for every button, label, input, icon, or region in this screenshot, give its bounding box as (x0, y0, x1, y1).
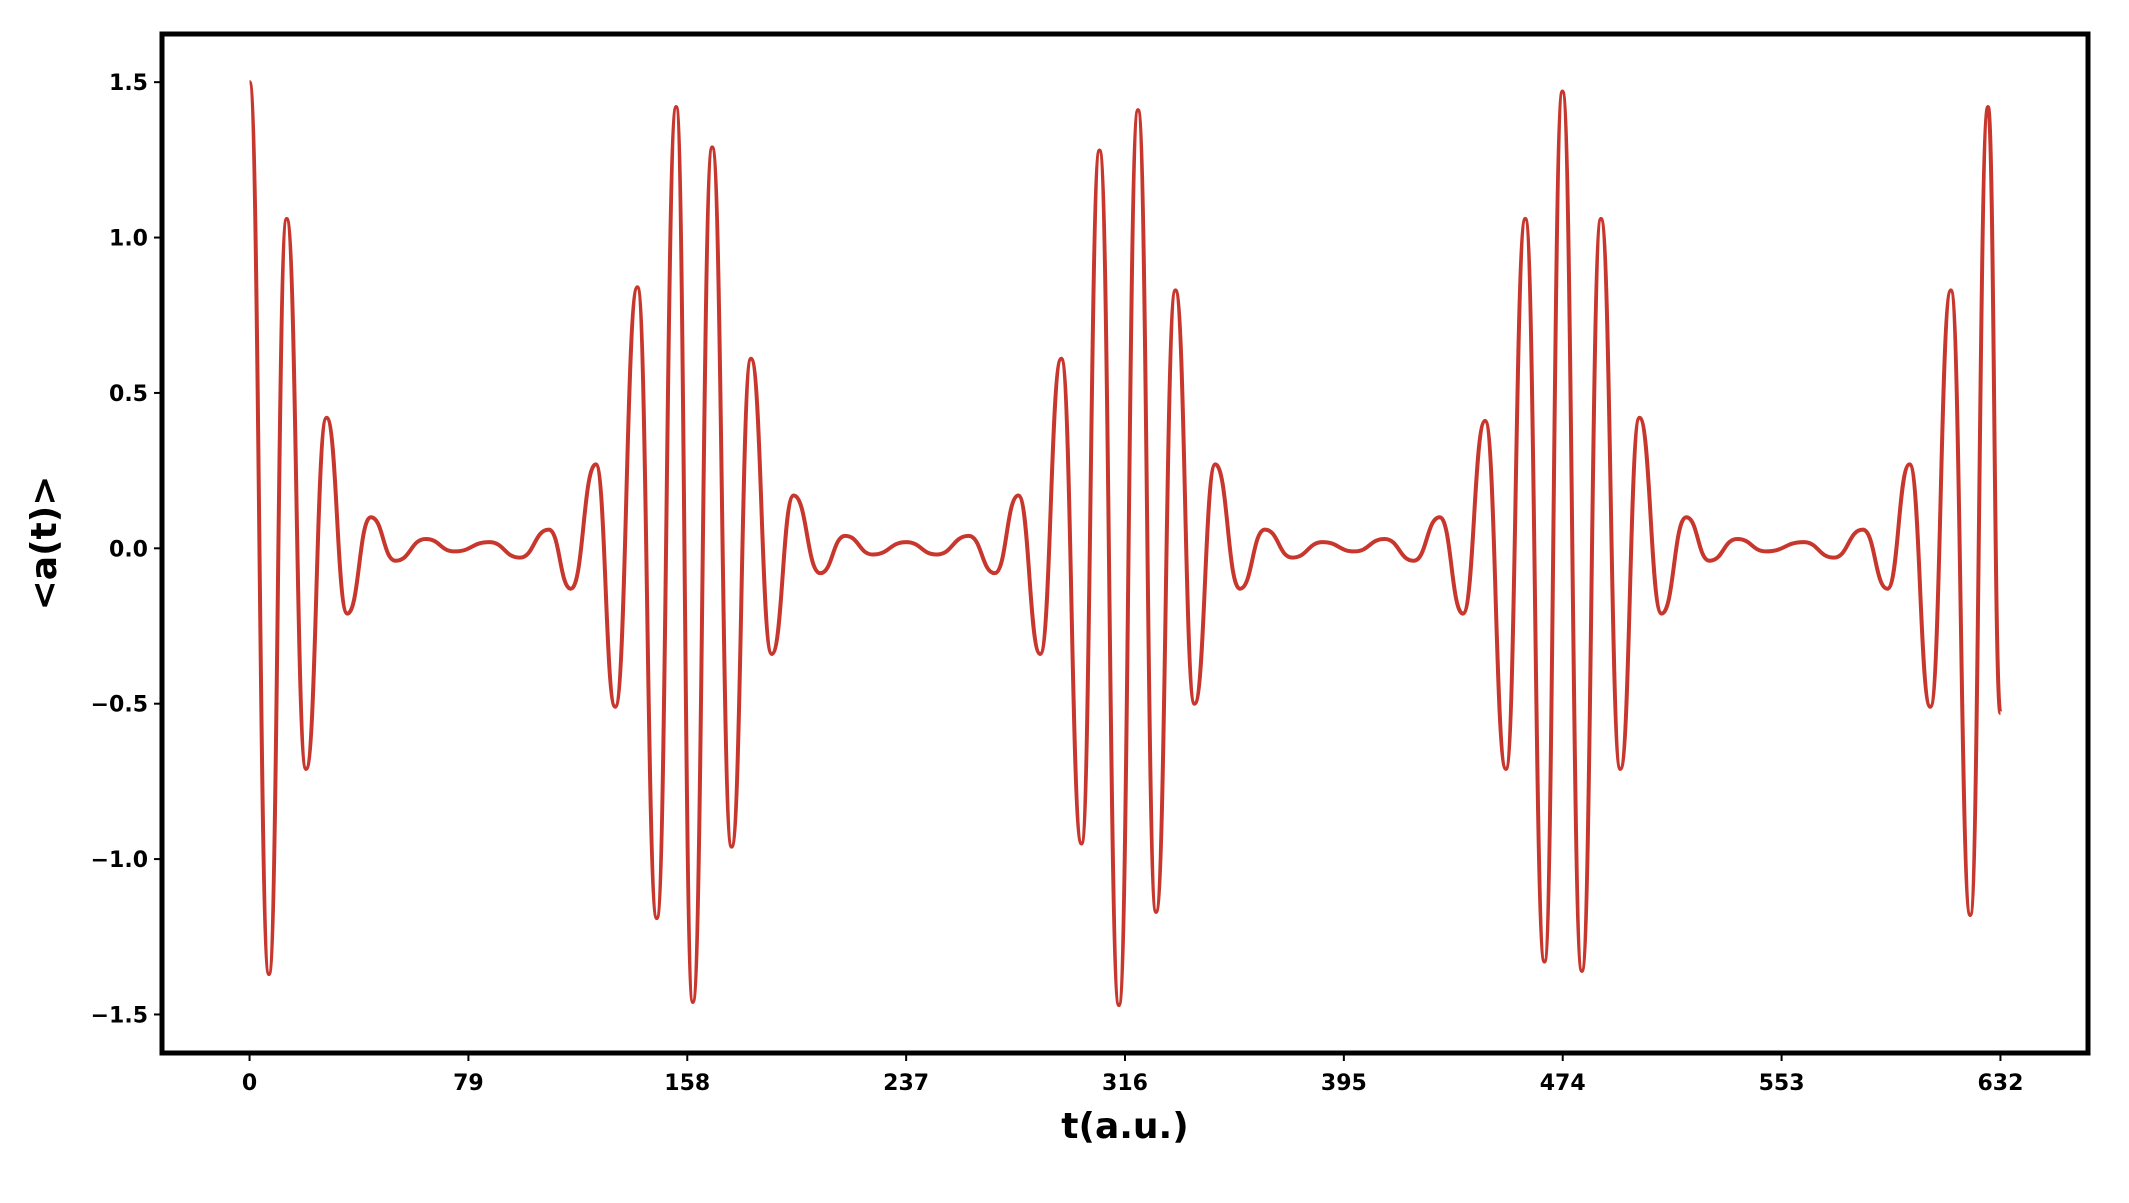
y-tick-label: −1.0 (91, 848, 148, 873)
x-tick-label: 474 (1540, 1071, 1586, 1096)
x-tick-label: 158 (664, 1071, 710, 1096)
y-axis-label: <a(t)> (24, 476, 65, 611)
plot-frame (159, 31, 2091, 1056)
y-tick-label: 0.5 (109, 382, 148, 407)
y-tick-label: −1.5 (91, 1003, 148, 1028)
x-tick-label: 79 (453, 1071, 484, 1096)
y-tick-label: 1.5 (109, 71, 148, 96)
x-tick-label: 395 (1321, 1071, 1367, 1096)
y-tick-label: 1.0 (109, 227, 148, 252)
x-axis-label: t(a.u.) (1061, 1106, 1188, 1147)
y-tick-label: −0.5 (91, 693, 148, 718)
x-tick-label: 237 (883, 1071, 929, 1096)
data-line (247, 80, 2003, 1008)
y-tick-label: 0.0 (109, 537, 148, 562)
x-tick-label: 316 (1102, 1071, 1148, 1096)
x-tick-label: 553 (1759, 1071, 1805, 1096)
x-tick-label: 632 (1977, 1071, 2023, 1096)
x-tick-label: 0 (242, 1071, 257, 1096)
